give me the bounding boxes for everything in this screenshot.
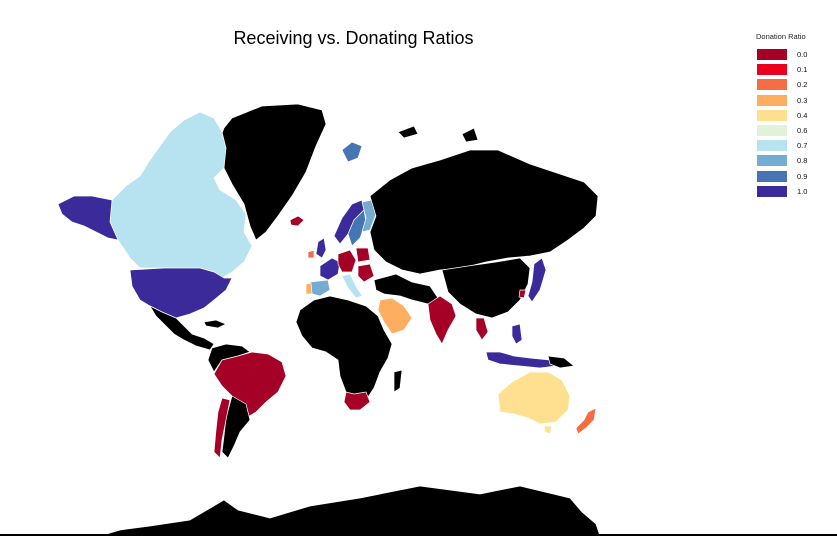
legend-label: 0.0: [797, 50, 808, 60]
legend-swatch: [756, 184, 788, 198]
region-germany[interactable]: [337, 249, 357, 273]
region-chile[interactable]: [213, 397, 231, 459]
legend-swatch: [756, 63, 788, 77]
legend-swatch: [756, 93, 788, 107]
region-australia[interactable]: [497, 371, 571, 425]
region-italy[interactable]: [341, 273, 363, 299]
legend-swatch: [756, 124, 788, 138]
legend-label: 0.6: [797, 126, 808, 136]
legend-label: 0.7: [797, 141, 808, 151]
legend-label: 0.9: [797, 171, 808, 181]
region-arctic-islands[interactable]: [397, 125, 419, 139]
legend-item: 0.0: [756, 47, 831, 62]
region-ireland[interactable]: [307, 249, 315, 259]
legend-item: 0.1: [756, 62, 831, 77]
legend-item: 0.9: [756, 169, 831, 184]
legend-item: 0.6: [756, 123, 831, 138]
region-new-zealand[interactable]: [575, 407, 597, 435]
region-indonesia[interactable]: [485, 351, 557, 369]
region-arctic-islands-2[interactable]: [461, 127, 479, 143]
legend-label: 0.4: [797, 110, 808, 120]
legend-swatch: [756, 154, 788, 168]
region-south-africa[interactable]: [343, 391, 371, 411]
region-tasmania[interactable]: [543, 425, 553, 435]
bottom-border: [0, 534, 837, 536]
region-antarctica[interactable]: [99, 485, 601, 536]
region-south-korea[interactable]: [518, 289, 527, 299]
region-argentina[interactable]: [221, 395, 251, 459]
legend-items: 0.0 0.1 0.2 0.3 0.4 0.6 0.7 0.8 0.9 1.0: [756, 47, 831, 199]
region-africa[interactable]: [295, 295, 393, 403]
region-poland[interactable]: [355, 247, 371, 263]
region-thailand[interactable]: [475, 317, 489, 341]
legend-swatch: [756, 139, 788, 153]
legend-label: 0.1: [797, 65, 808, 75]
region-new-guinea[interactable]: [547, 355, 575, 369]
legend-label: 0.2: [797, 80, 808, 90]
region-cuba[interactable]: [203, 319, 227, 329]
legend-title: Donation Ratio: [756, 32, 806, 41]
legend-item: 0.8: [756, 153, 831, 168]
region-spain[interactable]: [309, 279, 331, 297]
region-portugal[interactable]: [305, 282, 313, 295]
legend-swatch: [756, 48, 788, 62]
region-china[interactable]: [441, 257, 531, 319]
region-usa[interactable]: [129, 267, 233, 319]
legend-swatch: [756, 108, 788, 122]
region-saudi-arabia[interactable]: [377, 297, 413, 335]
legend-item: 0.2: [756, 77, 831, 92]
legend-label: 0.8: [797, 156, 808, 166]
region-mexico[interactable]: [149, 305, 215, 351]
region-russia[interactable]: [369, 149, 599, 275]
map-title: Receiving vs. Donating Ratios: [233, 28, 474, 48]
region-japan[interactable]: [527, 257, 547, 303]
region-balkans[interactable]: [357, 263, 375, 283]
region-svalbard[interactable]: [341, 141, 363, 163]
region-india[interactable]: [427, 295, 457, 345]
legend-swatch: [756, 169, 788, 183]
region-alaska[interactable]: [57, 195, 119, 241]
legend: Donation Ratio 0.0 0.1 0.2 0.3 0.4 0.6 0.7 0.8 0…: [756, 32, 831, 199]
region-philippines[interactable]: [511, 323, 523, 345]
region-brazil[interactable]: [213, 351, 287, 419]
legend-label: 0.3: [797, 95, 808, 105]
region-uk[interactable]: [315, 237, 327, 259]
legend-swatch: [756, 78, 788, 92]
legend-item: 0.7: [756, 138, 831, 153]
region-madagascar[interactable]: [393, 369, 403, 393]
legend-item: 1.0: [756, 184, 831, 199]
legend-item: 0.4: [756, 108, 831, 123]
region-iceland[interactable]: [289, 215, 305, 227]
legend-item: 0.3: [756, 93, 831, 108]
legend-label: 1.0: [797, 186, 808, 196]
region-france[interactable]: [319, 257, 341, 281]
